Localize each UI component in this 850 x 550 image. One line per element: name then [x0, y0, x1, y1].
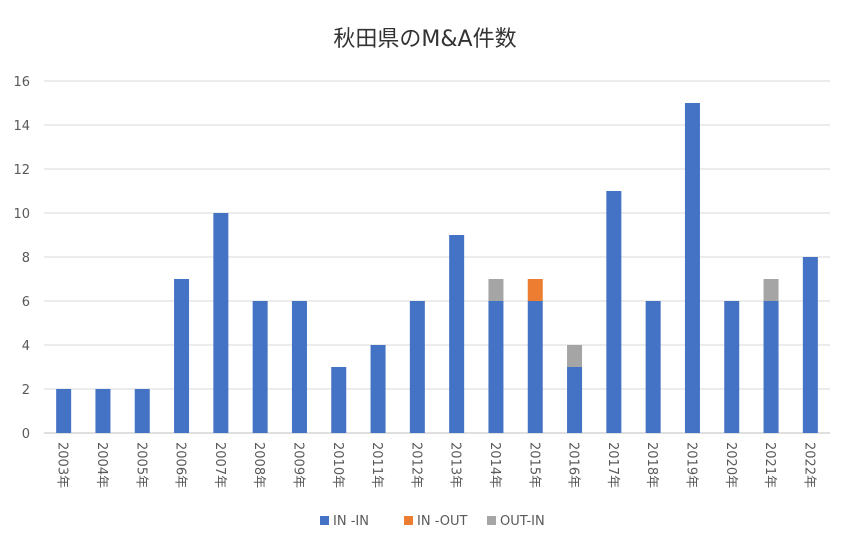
y-tick-label: 8	[22, 251, 30, 266]
bar-2007年-series-0	[213, 213, 229, 433]
y-tick-label: 0	[22, 427, 30, 442]
y-tick-label: 2	[22, 383, 30, 398]
y-tick-label: 12	[13, 163, 30, 178]
bar-2019年-series-0	[684, 103, 700, 433]
bar-2020年-series-0	[724, 301, 740, 433]
bar-2010年-series-0	[331, 367, 347, 433]
bar-2012年-series-0	[409, 301, 425, 433]
y-axis-ticks: 0 2 4 6 8 10 12 14 16	[13, 75, 30, 442]
x-tick-label: 2017年	[605, 442, 620, 488]
bar-2009年-series-0	[291, 301, 307, 433]
bar-2021年-series-2	[763, 279, 779, 301]
bar-2015年-series-0	[527, 301, 543, 433]
bar-2008年-series-0	[252, 301, 268, 433]
bar-2014年-series-2	[488, 279, 504, 301]
x-tick-label: 2012年	[408, 442, 423, 488]
x-tick-label: 2008年	[251, 442, 266, 488]
x-tick-label: 2013年	[448, 442, 463, 488]
x-tick-label: 2015年	[526, 442, 541, 488]
x-tick-label: 2022年	[801, 442, 816, 488]
chart-title: 秋田県のM&A件数	[333, 27, 516, 52]
bar-2017年-series-0	[606, 191, 622, 433]
bar-2018年-series-0	[645, 301, 661, 433]
bar-2003年-series-0	[56, 389, 72, 433]
legend-swatch	[404, 516, 413, 525]
legend-label: OUT-IN	[500, 514, 545, 529]
x-tick-label: 2014年	[487, 442, 502, 488]
bar-2013年-series-0	[449, 235, 465, 433]
legend-swatch	[320, 516, 329, 525]
bar-2005年-series-0	[134, 389, 150, 433]
y-tick-label: 16	[13, 75, 30, 90]
x-tick-label: 2009年	[290, 442, 305, 488]
bar-2016年-series-0	[567, 367, 583, 433]
y-tick-label: 10	[13, 207, 30, 222]
gridlines	[44, 80, 830, 434]
legend-swatch	[487, 516, 496, 525]
x-tick-label: 2011年	[369, 442, 384, 488]
bar-2016年-series-2	[567, 345, 583, 367]
y-tick-label: 6	[22, 295, 30, 310]
x-tick-label: 2020年	[723, 442, 738, 488]
x-tick-label: 2010年	[330, 442, 345, 488]
bar-2021年-series-0	[763, 301, 779, 433]
bar-2022年-series-0	[802, 257, 818, 433]
bar-2006年-series-0	[174, 279, 190, 433]
x-tick-label: 2016年	[566, 442, 581, 488]
legend: IN -IN IN -OUT OUT-IN	[320, 514, 545, 529]
bar-2004年-series-0	[95, 389, 111, 433]
x-tick-label: 2006年	[173, 442, 188, 488]
bar-2014年-series-0	[488, 301, 504, 433]
x-tick-label: 2005年	[133, 442, 148, 488]
bars	[56, 103, 818, 433]
x-tick-label: 2018年	[644, 442, 659, 488]
bar-2011年-series-0	[370, 345, 386, 433]
x-tick-label: 2019年	[683, 442, 698, 488]
x-axis-ticks: 2003年 2004年 2005年 2006年 2007年 2008年 2009年 2010年…	[55, 442, 817, 488]
y-tick-label: 4	[22, 339, 30, 354]
x-tick-label: 2003年	[55, 442, 70, 488]
legend-label: IN -OUT	[417, 514, 467, 529]
legend-label: IN -IN	[333, 514, 369, 529]
x-tick-label: 2004年	[94, 442, 109, 488]
x-tick-label: 2007年	[212, 442, 227, 488]
x-tick-label: 2021年	[762, 442, 777, 488]
y-tick-label: 14	[13, 119, 30, 134]
bar-2015年-series-1	[527, 279, 543, 301]
